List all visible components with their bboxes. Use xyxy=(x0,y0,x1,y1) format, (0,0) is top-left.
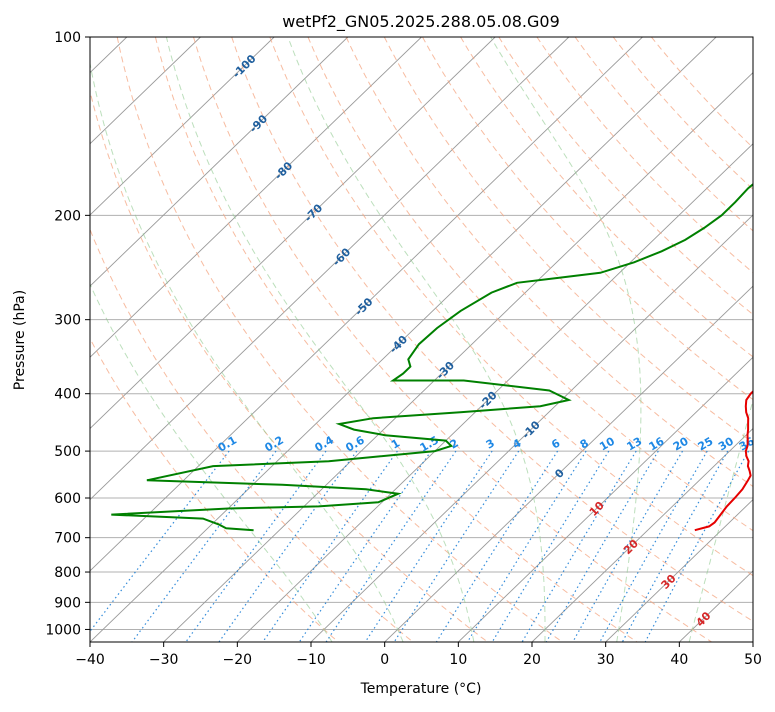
x-tick-label: 0 xyxy=(380,652,389,668)
y-axis-ticks: 100 200 300 400 500 600 700 800 900 1000 xyxy=(45,30,90,638)
x-tick-label: 50 xyxy=(744,652,762,668)
y-tick-label: 200 xyxy=(54,208,81,224)
x-tick-label: −10 xyxy=(296,652,326,668)
x-tick-label: −40 xyxy=(75,652,105,668)
x-tick-label: 20 xyxy=(523,652,541,668)
x-tick-label: −20 xyxy=(223,652,253,668)
chart-title: wetPf2_GN05.2025.288.05.08.G09 xyxy=(282,12,560,32)
y-tick-label: 400 xyxy=(54,387,81,403)
x-tick-label: 40 xyxy=(670,652,688,668)
y-tick-label: 500 xyxy=(54,444,81,460)
y-tick-label: 700 xyxy=(54,531,81,547)
x-axis-ticks: −40 −30 −20 −10 0 10 20 30 40 50 xyxy=(75,642,762,668)
y-axis-title: Pressure (hPa) xyxy=(12,290,28,390)
x-tick-label: 10 xyxy=(449,652,467,668)
y-tick-label: 800 xyxy=(54,565,81,581)
x-tick-label: −30 xyxy=(149,652,179,668)
plot-background xyxy=(90,37,753,642)
y-tick-label: 900 xyxy=(54,595,81,611)
x-axis-title: Temperature (°C) xyxy=(360,681,482,697)
y-tick-label: 100 xyxy=(54,30,81,46)
y-tick-label: 300 xyxy=(54,313,81,329)
y-tick-label: 1000 xyxy=(45,622,81,638)
x-tick-label: 30 xyxy=(597,652,615,668)
isotherm-line xyxy=(753,37,775,642)
y-tick-label: 600 xyxy=(54,491,81,507)
